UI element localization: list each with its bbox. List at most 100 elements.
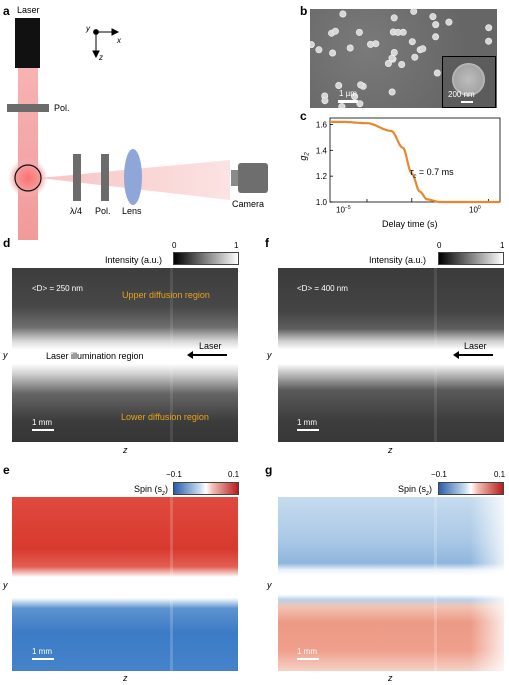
sem-particle (432, 33, 440, 41)
e-scalebar (32, 658, 54, 660)
g-axis-y: y (267, 580, 272, 590)
panel-label-g: g (265, 463, 273, 477)
c-plot-frame (329, 117, 501, 203)
sem-particle (485, 24, 493, 32)
panel-label-a: a (3, 4, 10, 18)
c-xtick-right: 100 (469, 205, 481, 215)
panel-label-d: d (3, 236, 11, 250)
c-xtick-left: 10−5 (336, 205, 351, 215)
c-ytick-label: 1.4 (316, 146, 328, 155)
laser-box (15, 18, 40, 68)
sem-particle (410, 9, 418, 15)
g-scale-text: 1 mm (297, 647, 317, 656)
f-colorbar (438, 252, 504, 265)
e-image (12, 497, 238, 671)
laser-beam (18, 68, 38, 240)
sem-particles (310, 9, 493, 108)
c-ytick-label: 1.0 (316, 198, 328, 207)
pol-top-label: Pol. (54, 103, 70, 113)
inset-particle (452, 63, 485, 96)
sem-particle (485, 37, 493, 45)
d-axis-y: y (3, 350, 8, 360)
e-cb-prefix: Spin (s (134, 484, 163, 494)
c-annotation: τc = 0.7 ms (410, 167, 454, 180)
sem-image (310, 9, 497, 108)
d-laser-arrowhead (187, 351, 193, 359)
f-diameter: <D> = 400 nm (297, 284, 348, 293)
g-cb-sub: z (426, 490, 430, 497)
d-laser-arrow (191, 354, 227, 356)
g-cb-max: 0.1 (494, 470, 506, 479)
polarizer-bottom (101, 154, 109, 201)
c-annot-value: = 0.7 ms (416, 167, 454, 177)
panel-label-b: b (300, 4, 308, 18)
sem-particle (338, 103, 346, 108)
sem-particle (329, 49, 337, 57)
c-xtick-left-exp: −5 (344, 205, 351, 211)
sem-particle (388, 88, 396, 96)
sem-particle (390, 48, 398, 56)
g-axis-z: z (388, 673, 393, 683)
camera-label: Camera (232, 199, 265, 209)
sem-particle (335, 82, 343, 90)
axes-icon (92, 28, 120, 59)
e-colorbar-label: Spin (sz) (134, 484, 168, 497)
c-xtick-right-base: 10 (469, 205, 478, 215)
c-xlabel: Delay time (s) (382, 219, 438, 229)
d-lower-region: Lower diffusion region (121, 412, 209, 422)
d-scale-text: 1 mm (32, 418, 52, 427)
panel-label-f: f (265, 236, 269, 250)
sem-particle (445, 18, 453, 26)
axis-y-label: y (86, 24, 90, 33)
c-g2-curve (330, 120, 500, 204)
sem-particle (394, 28, 402, 36)
g-cb-prefix: Spin (s (398, 484, 427, 494)
sem-particle (315, 46, 323, 54)
c-ytick-label: 1.6 (316, 120, 328, 129)
axis-z-label: z (99, 53, 103, 62)
lens-label: Lens (122, 206, 142, 216)
f-colorbar-label: Intensity (a.u.) (369, 255, 427, 265)
sem-scale-text: 1 µm (339, 89, 357, 98)
sem-particle (433, 69, 441, 77)
g-right-fade (470, 497, 504, 671)
setup-diagram (7, 18, 268, 240)
c-xtick-right-exp: 0 (477, 205, 481, 211)
g-image (278, 497, 504, 671)
d-upper-region: Upper diffusion region (122, 290, 210, 300)
d-cb-min: 0 (172, 241, 177, 250)
f-laser-label: Laser (464, 341, 487, 351)
lens (124, 149, 142, 205)
g-cb-suffix: ) (429, 484, 433, 494)
d-colorbar-label: Intensity (a.u.) (105, 255, 163, 265)
e-axis-y: y (3, 580, 8, 590)
f-cb-min: 0 (437, 241, 442, 250)
inset-scalebar (461, 101, 473, 103)
d-laser-region: Laser illumination region (46, 351, 144, 361)
sem-particle (366, 40, 374, 48)
sem-particle (321, 97, 329, 105)
d-cb-max: 1 (234, 241, 239, 250)
c-xtick-left-base: 10 (336, 205, 345, 215)
f-axis-z: z (388, 445, 393, 455)
axis-x-label: x (117, 36, 121, 45)
quarter-wave-plate (73, 154, 81, 201)
g-scalebar (297, 658, 319, 660)
sem-particle (351, 93, 359, 101)
e-streak (170, 497, 173, 671)
f-scalebar (297, 429, 319, 431)
g-colorbar-label: Spin (sz) (398, 484, 432, 497)
d-laser-label: Laser (199, 341, 222, 351)
e-cb-sub: z (162, 490, 166, 497)
sem-particle (356, 100, 364, 108)
sem-particle (310, 41, 315, 49)
sem-particle (384, 59, 392, 67)
panel-label-c: c (300, 109, 307, 123)
inset-scale-text: 200 nm (448, 90, 475, 99)
f-scale-text: 1 mm (297, 418, 317, 427)
d-streak (170, 268, 173, 442)
sem-particle (398, 60, 406, 68)
laser-label: Laser (17, 5, 40, 15)
sem-particle (331, 27, 339, 35)
sem-particle (408, 38, 416, 46)
